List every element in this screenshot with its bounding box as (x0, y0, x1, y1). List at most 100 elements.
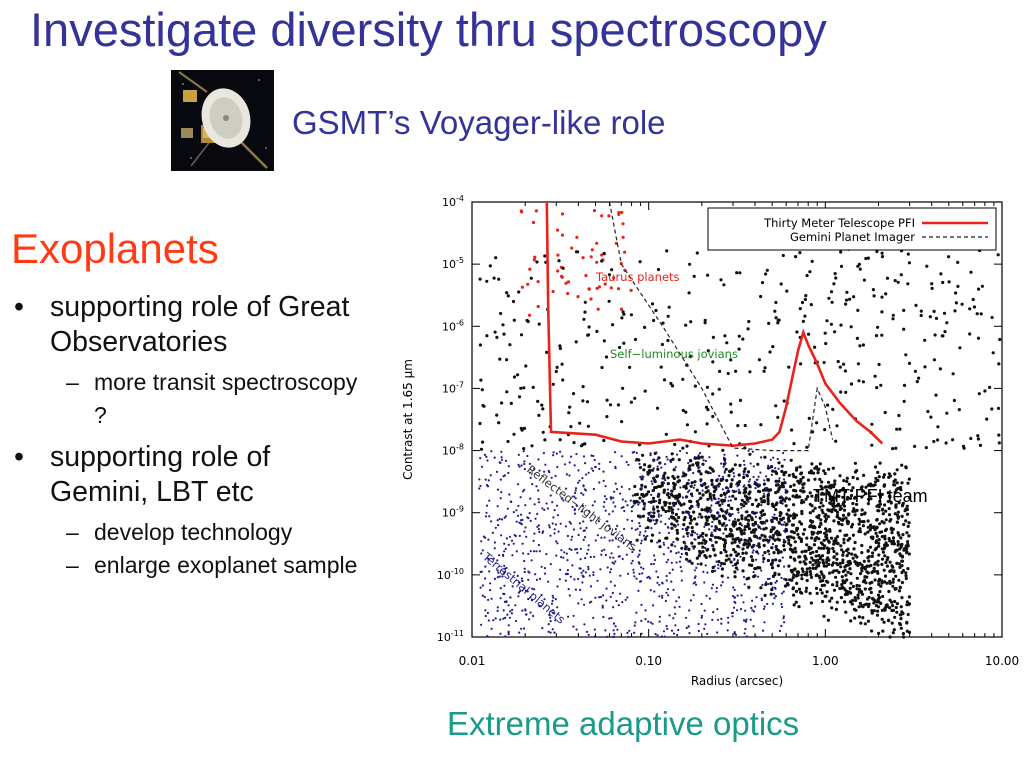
scatter-point (687, 547, 691, 551)
scatter-point (819, 546, 823, 550)
scatter-point (670, 384, 675, 388)
scatter-point (570, 455, 573, 458)
scatter-point (752, 571, 755, 574)
scatter-point (857, 517, 861, 521)
scatter-point (536, 399, 540, 403)
scatter-point (876, 593, 881, 597)
scatter-point (685, 616, 688, 619)
scatter-point (726, 629, 729, 632)
scatter-point (569, 575, 572, 578)
scatter-point (531, 587, 534, 590)
scatter-point (940, 334, 944, 338)
scatter-point (857, 522, 861, 526)
scatter-point (944, 441, 948, 445)
scatter-point (720, 561, 724, 566)
scatter-point (831, 583, 835, 587)
scatter-point (799, 478, 803, 482)
scatter-point (664, 479, 667, 482)
scatter-point (870, 629, 874, 633)
scatter-point (835, 580, 839, 584)
scatter-point (646, 525, 650, 530)
scatter-point (877, 541, 881, 545)
scatter-point (782, 548, 787, 552)
scatter-point (587, 287, 591, 291)
scatter-point (787, 535, 791, 539)
scatter-point (757, 542, 761, 546)
scatter-point (983, 389, 987, 393)
scatter-point (905, 551, 909, 555)
scatter-point (730, 612, 734, 615)
scatter-point (675, 531, 680, 535)
scatter-point (907, 477, 911, 481)
scatter-point (859, 621, 863, 625)
scatter-point (524, 589, 527, 592)
scatter-point (663, 543, 666, 546)
scatter-point (518, 581, 521, 584)
scatter-point (905, 629, 909, 633)
scatter-point (727, 616, 730, 619)
scatter-point (724, 558, 728, 562)
scatter-point (888, 569, 892, 573)
scatter-point (765, 475, 768, 478)
scatter-point (484, 609, 487, 612)
scatter-point (807, 416, 811, 420)
scatter-point (845, 533, 849, 537)
scatter-point (507, 465, 510, 468)
scatter-point (789, 555, 793, 559)
y-tick-label: 10-8 (442, 443, 464, 458)
scatter-point (692, 486, 695, 489)
scatter-point (493, 330, 497, 334)
scatter-point (564, 525, 568, 528)
scatter-point (575, 235, 579, 239)
scatter-point (874, 547, 878, 551)
scatter-point (883, 554, 887, 558)
scatter-point (480, 623, 483, 626)
scatter-point (513, 571, 516, 574)
scatter-point (856, 362, 860, 366)
scatter-point (767, 490, 770, 493)
scatter-point (961, 444, 966, 448)
scatter-point (810, 462, 814, 466)
scatter-point (797, 587, 802, 591)
scatter-point (696, 533, 699, 536)
scatter-point (740, 594, 743, 597)
scatter-point (810, 494, 814, 498)
scatter-point (739, 529, 743, 534)
sub-bullet-text: more transit spectroscopy ? (94, 369, 358, 428)
scatter-point (904, 576, 908, 581)
scatter-point (887, 589, 891, 594)
scatter-point (809, 546, 813, 550)
scatter-point (887, 513, 892, 517)
scatter-point (843, 369, 847, 373)
scatter-point (581, 504, 584, 508)
scatter-point (798, 520, 802, 524)
scatter-point (509, 610, 512, 613)
scatter-point (773, 592, 776, 595)
scatter-point (758, 566, 762, 570)
scatter-point (740, 524, 743, 527)
scatter-point (969, 436, 973, 441)
scatter-point (870, 422, 874, 426)
scatter-point (602, 438, 606, 443)
scatter-point (749, 555, 753, 559)
scatter-point (554, 523, 557, 526)
scatter-point (804, 294, 808, 298)
scatter-point (656, 465, 659, 468)
scatter-point (843, 588, 847, 592)
scatter-point (624, 500, 627, 503)
scatter-point (614, 467, 617, 470)
scatter-point (665, 455, 668, 458)
scatter-point (831, 466, 835, 470)
scatter-point (493, 577, 497, 580)
scatter-point (687, 560, 690, 563)
scatter-point (520, 513, 523, 516)
y-tick-label: 10-6 (442, 318, 464, 333)
scatter-point (619, 592, 622, 595)
scatter-point (560, 549, 563, 552)
scatter-point (652, 505, 655, 509)
scatter-point (880, 310, 884, 314)
scatter-point (832, 539, 836, 543)
scatter-point (605, 599, 608, 602)
scatter-point (939, 272, 943, 276)
bullet-marker: • (14, 291, 24, 323)
